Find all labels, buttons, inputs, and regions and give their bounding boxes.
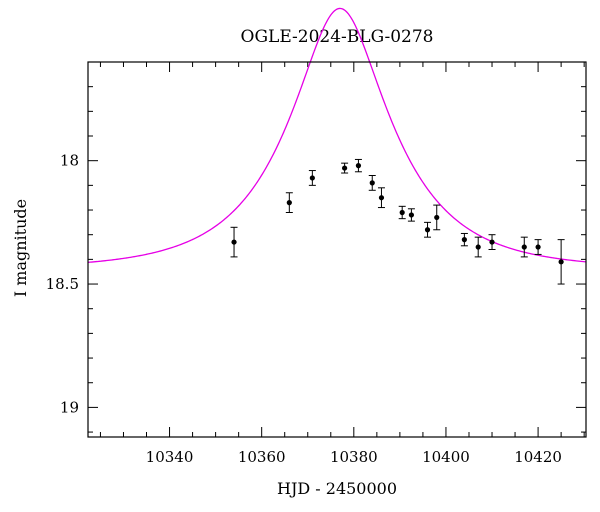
data-point (285, 192, 293, 213)
x-tick-label: 10380 (330, 448, 378, 466)
data-marker (378, 195, 385, 201)
data-point (474, 236, 482, 258)
data-marker (434, 214, 440, 221)
data-marker (535, 244, 541, 250)
data-point (354, 158, 362, 173)
data-marker (489, 239, 495, 245)
chart-title: OGLE-2024-BLG-0278 (241, 27, 434, 47)
data-point (534, 239, 542, 255)
x-tick-label: 10400 (422, 448, 470, 466)
x-axis-label: HJD - 2450000 (277, 479, 397, 498)
data-point (460, 232, 468, 247)
data-marker (355, 163, 362, 169)
data-point (407, 208, 415, 222)
y-tick-label: 18 (60, 152, 79, 170)
data-marker (369, 180, 375, 186)
data-marker (286, 200, 292, 206)
axis-tick-labels: 10340 10360 10380 10400 10420 18 18.5 19 (46, 152, 562, 466)
data-point (424, 221, 432, 238)
data-marker (475, 244, 481, 250)
data-point (230, 226, 238, 258)
x-tick-label: 10420 (514, 448, 562, 466)
data-marker (408, 212, 415, 218)
data-marker (424, 227, 431, 233)
data-marker (231, 239, 237, 245)
x-tick-label: 10360 (238, 448, 286, 466)
data-marker (342, 165, 348, 171)
model-curve (87, 7, 587, 264)
data-point (368, 174, 376, 191)
data-marker (521, 244, 527, 250)
data-point (377, 187, 385, 209)
data-marker (399, 209, 405, 216)
data-point (520, 236, 528, 258)
data-point (488, 234, 496, 250)
x-tick-label: 10340 (146, 448, 194, 466)
plot-frame (87, 61, 587, 438)
data-point (341, 162, 349, 174)
data-point (557, 239, 565, 285)
data-marker (558, 259, 564, 265)
data-points (230, 158, 565, 285)
data-point (433, 204, 441, 231)
y-axis-label: I magnitude (11, 199, 30, 297)
data-marker (461, 237, 467, 243)
y-tick-label: 18.5 (46, 275, 79, 293)
data-point (398, 205, 406, 220)
data-marker (309, 175, 315, 181)
data-point (308, 170, 316, 186)
y-tick-label: 19 (60, 398, 79, 416)
axis-ticks (88, 61, 586, 437)
